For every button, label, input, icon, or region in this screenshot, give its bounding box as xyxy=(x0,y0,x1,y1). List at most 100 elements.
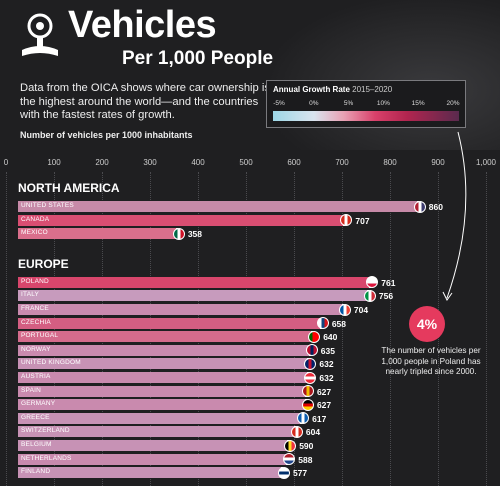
flag-icon xyxy=(308,330,321,343)
legend-tick: 20% xyxy=(446,100,460,107)
page-subtitle: Per 1,000 People xyxy=(122,48,274,69)
value-label: 358 xyxy=(187,229,203,240)
legend-tick: 15% xyxy=(411,100,425,107)
x-tick-label: 800 xyxy=(383,158,397,167)
bar: FINLAND xyxy=(18,467,283,479)
bar: GERMANY xyxy=(18,399,307,411)
flag-icon xyxy=(363,289,376,302)
gridline xyxy=(342,172,343,486)
bar-label: SWITZERLAND xyxy=(21,427,70,435)
bar-label: POLAND xyxy=(21,277,49,285)
gridline xyxy=(486,172,487,486)
legend-tick: 10% xyxy=(376,100,390,107)
flag-icon xyxy=(284,439,297,452)
x-tick-label: 300 xyxy=(143,158,157,167)
legend-tick: 0% xyxy=(309,100,319,107)
car-key-icon xyxy=(22,13,58,56)
bar-label: PORTUGAL xyxy=(21,332,59,340)
x-tick-label: 0 xyxy=(3,158,9,167)
bar-label: AUSTRIA xyxy=(21,373,51,380)
bar-label: NORWAY xyxy=(21,345,51,353)
value-label: 632 xyxy=(319,373,334,383)
flag-icon xyxy=(283,453,296,466)
bar: SWITZERLAND xyxy=(18,426,296,438)
value-label: 707 xyxy=(355,215,370,226)
bar: PORTUGAL xyxy=(18,331,314,343)
value-label: 604 xyxy=(305,427,321,438)
description: Data from the OICA shows where car owner… xyxy=(20,82,270,121)
x-tick-label: 700 xyxy=(335,158,349,167)
growth-rate-legend: Annual Growth Rate 2015–2020 -5% 0% 5% 10% 1… xyxy=(266,80,466,128)
gridline xyxy=(198,172,199,486)
flag-icon xyxy=(301,398,314,411)
value-label: 860 xyxy=(428,202,443,212)
bar: NORWAY xyxy=(18,344,311,356)
bar-label: UNITED STATES xyxy=(21,202,74,209)
legend-color-scale xyxy=(273,111,459,121)
flag-icon xyxy=(304,371,317,384)
bar-label: SPAIN xyxy=(21,386,42,394)
flag-icon xyxy=(366,276,379,289)
value-label: 635 xyxy=(320,345,335,356)
value-label: 588 xyxy=(298,454,313,465)
gridline xyxy=(150,172,151,486)
value-label: 627 xyxy=(316,386,332,397)
bar: UNITED KINGDOM xyxy=(18,358,310,370)
x-tick-label: 100 xyxy=(47,158,61,167)
x-tick-label: 1,000 xyxy=(475,158,497,167)
flag-icon xyxy=(297,412,310,425)
region-label: EUROPE xyxy=(18,256,69,271)
bar-label: CZECHIA xyxy=(21,318,51,326)
value-label: 761 xyxy=(381,277,396,288)
page-title: Vehicles xyxy=(68,4,217,46)
bar-label: FRANCE xyxy=(21,305,49,312)
value-label: 658 xyxy=(331,318,347,329)
flag-icon xyxy=(301,385,314,398)
bar-label: ITALY xyxy=(21,291,40,299)
bar-label: FINLAND xyxy=(21,468,51,476)
gridline xyxy=(54,172,55,486)
value-label: 590 xyxy=(299,441,314,451)
flag-icon xyxy=(305,344,318,357)
x-tick-label: 400 xyxy=(191,158,205,167)
legend-tick: 5% xyxy=(343,100,354,107)
bar-label: GERMANY xyxy=(21,400,56,408)
flag-icon xyxy=(290,425,303,438)
bar: MEXICO xyxy=(18,228,178,240)
bar-label: BELGIUM xyxy=(21,441,52,448)
bar-label: UNITED KINGDOM xyxy=(21,359,81,367)
value-label: 627 xyxy=(316,400,332,411)
poland-growth-badge: 4% xyxy=(409,306,445,342)
x-tick-label: 900 xyxy=(431,158,445,167)
bar-label: CANADA xyxy=(21,215,50,223)
bar: GREECE xyxy=(18,412,303,424)
value-label: 756 xyxy=(378,291,394,302)
flag-icon xyxy=(316,317,329,330)
bar: CANADA xyxy=(18,214,346,226)
legend-title: Annual Growth Rate 2015–2020 xyxy=(273,85,392,94)
gridline xyxy=(294,172,295,486)
gridline xyxy=(246,172,247,486)
x-tick-label: 600 xyxy=(287,158,301,167)
bar: SPAIN xyxy=(18,385,307,397)
value-label: 640 xyxy=(323,332,338,343)
flag-icon xyxy=(340,214,353,227)
bar: AUSTRIA xyxy=(18,372,310,383)
region-label: NORTH AMERICA xyxy=(18,181,120,195)
legend-tick: -5% xyxy=(273,100,285,107)
value-label: 577 xyxy=(292,468,308,479)
value-label: 617 xyxy=(312,413,327,424)
bar-label: MEXICO xyxy=(21,229,48,237)
flag-icon xyxy=(277,466,290,479)
bar-label: GREECE xyxy=(21,413,50,421)
value-label: 704 xyxy=(353,305,369,315)
x-tick-label: 500 xyxy=(239,158,253,167)
bar: ITALY xyxy=(18,290,369,302)
axis-caption: Number of vehicles per 1000 inhabitants xyxy=(20,130,193,140)
callout-text: The number of vehicles per 1,000 people … xyxy=(381,346,481,376)
legend-title-text: Annual Growth Rate xyxy=(273,85,350,94)
bar: POLAND xyxy=(18,276,372,288)
bar: BELGIUM xyxy=(18,440,290,451)
legend-ticks: -5% 0% 5% 10% 15% 20% xyxy=(273,100,459,110)
gridline xyxy=(390,172,391,486)
